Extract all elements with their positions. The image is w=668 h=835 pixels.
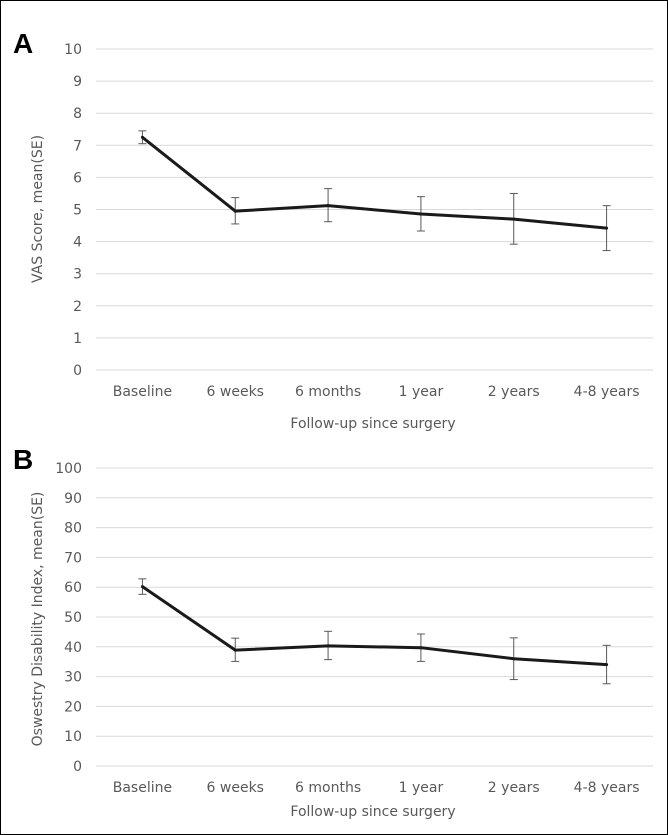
panel-a-x-tick-label: 2 years <box>488 384 540 400</box>
panel-a-series-line <box>141 136 607 230</box>
panel-a: A 0 1 2 3 4 5 6 7 8 9 10 Baseline 6 weeks 6 months 1 … <box>13 28 653 432</box>
panel-b-x-tick-label: Baseline <box>113 780 172 796</box>
panel-b-y-tick-label: 0 <box>73 759 82 775</box>
panel-a-y-tick-label: 5 <box>73 203 82 219</box>
panel-a-data-point <box>233 209 237 213</box>
panel-a-series <box>140 135 609 230</box>
panel-b-y-tick-label: 40 <box>64 640 82 656</box>
panel-a-data-point <box>605 226 609 230</box>
panel-a-data-point <box>419 212 423 216</box>
panel-a-y-tick-label: 2 <box>73 299 82 315</box>
panel-a-x-tick-label: Baseline <box>113 384 172 400</box>
panel-a-data-point <box>512 217 516 221</box>
panel-b-letter: B <box>13 444 33 475</box>
panel-b-x-tick-label: 4-8 years <box>574 780 640 796</box>
panel-b-data-point <box>512 657 516 661</box>
panel-a-x-tick-label: 4-8 years <box>574 384 640 400</box>
panel-b-y-tick-label: 20 <box>64 699 82 715</box>
panel-a-y-tick-label: 10 <box>64 42 82 58</box>
panel-a-x-axis-title: Follow-up since surgery <box>290 416 455 432</box>
panel-a-data-point <box>140 135 144 139</box>
panel-b-y-tick-label: 60 <box>64 580 82 596</box>
panel-a-y-tick-label: 7 <box>73 138 82 154</box>
panel-b-y-axis-title: Oswestry Disability Index, mean(SE) <box>30 492 46 747</box>
panel-a-y-tick-label: 0 <box>73 363 82 379</box>
panel-b-x-tick-label: 6 weeks <box>207 780 264 796</box>
panel-b-y-tick-label: 30 <box>64 670 82 686</box>
panel-a-x-tick-labels: Baseline 6 weeks 6 months 1 year 2 years 4-8 … <box>113 384 640 400</box>
panel-a-y-axis-title: VAS Score, mean(SE) <box>30 135 46 283</box>
panel-b-series <box>140 585 609 667</box>
panel-a-y-tick-label: 4 <box>73 235 82 251</box>
panel-b-y-tick-labels: 0 10 20 30 40 50 60 70 80 90 100 <box>55 461 82 775</box>
panel-a-y-tick-labels: 0 1 2 3 4 5 6 7 8 9 10 <box>64 42 82 379</box>
panel-b-y-tick-label: 80 <box>64 521 82 537</box>
panel-a-x-tick-label: 6 weeks <box>207 384 264 400</box>
panel-b-x-axis-title: Follow-up since surgery <box>290 804 455 820</box>
panel-b-data-point <box>326 644 330 648</box>
panel-b-data-point <box>419 646 423 650</box>
panel-b-data-point <box>605 663 609 667</box>
panel-b-series-line <box>141 585 607 667</box>
panel-b-y-tick-label: 70 <box>64 550 82 566</box>
panel-a-y-tick-label: 9 <box>73 74 82 90</box>
panel-b-y-tick-label: 90 <box>64 491 82 507</box>
panel-a-y-tick-label: 1 <box>73 331 82 347</box>
panel-a-x-tick-label: 1 year <box>399 384 444 400</box>
panel-b-x-tick-label: 2 years <box>488 780 540 796</box>
panel-b-data-point <box>140 585 144 589</box>
panel-b-x-tick-labels: Baseline 6 weeks 6 months 1 year 2 years 4-8 … <box>113 780 640 796</box>
panel-b-y-tick-label: 50 <box>64 610 82 626</box>
panel-b-x-tick-label: 1 year <box>399 780 444 796</box>
panel-a-y-tick-label: 3 <box>73 267 82 283</box>
panel-b: B 0 10 20 30 40 50 60 70 80 90 100 Baseline 6 weeks… <box>13 444 653 820</box>
panel-a-data-point <box>326 204 330 208</box>
panel-a-y-tick-label: 8 <box>73 106 82 122</box>
panel-a-x-tick-label: 6 months <box>295 384 361 400</box>
panel-b-y-tick-label: 100 <box>55 461 82 477</box>
panel-b-x-tick-label: 6 months <box>295 780 361 796</box>
panel-b-data-point <box>233 648 237 652</box>
panel-b-gridlines <box>96 467 653 767</box>
panel-b-y-tick-label: 10 <box>64 729 82 745</box>
panel-a-y-tick-label: 6 <box>73 170 82 186</box>
panel-a-letter: A <box>13 28 33 59</box>
